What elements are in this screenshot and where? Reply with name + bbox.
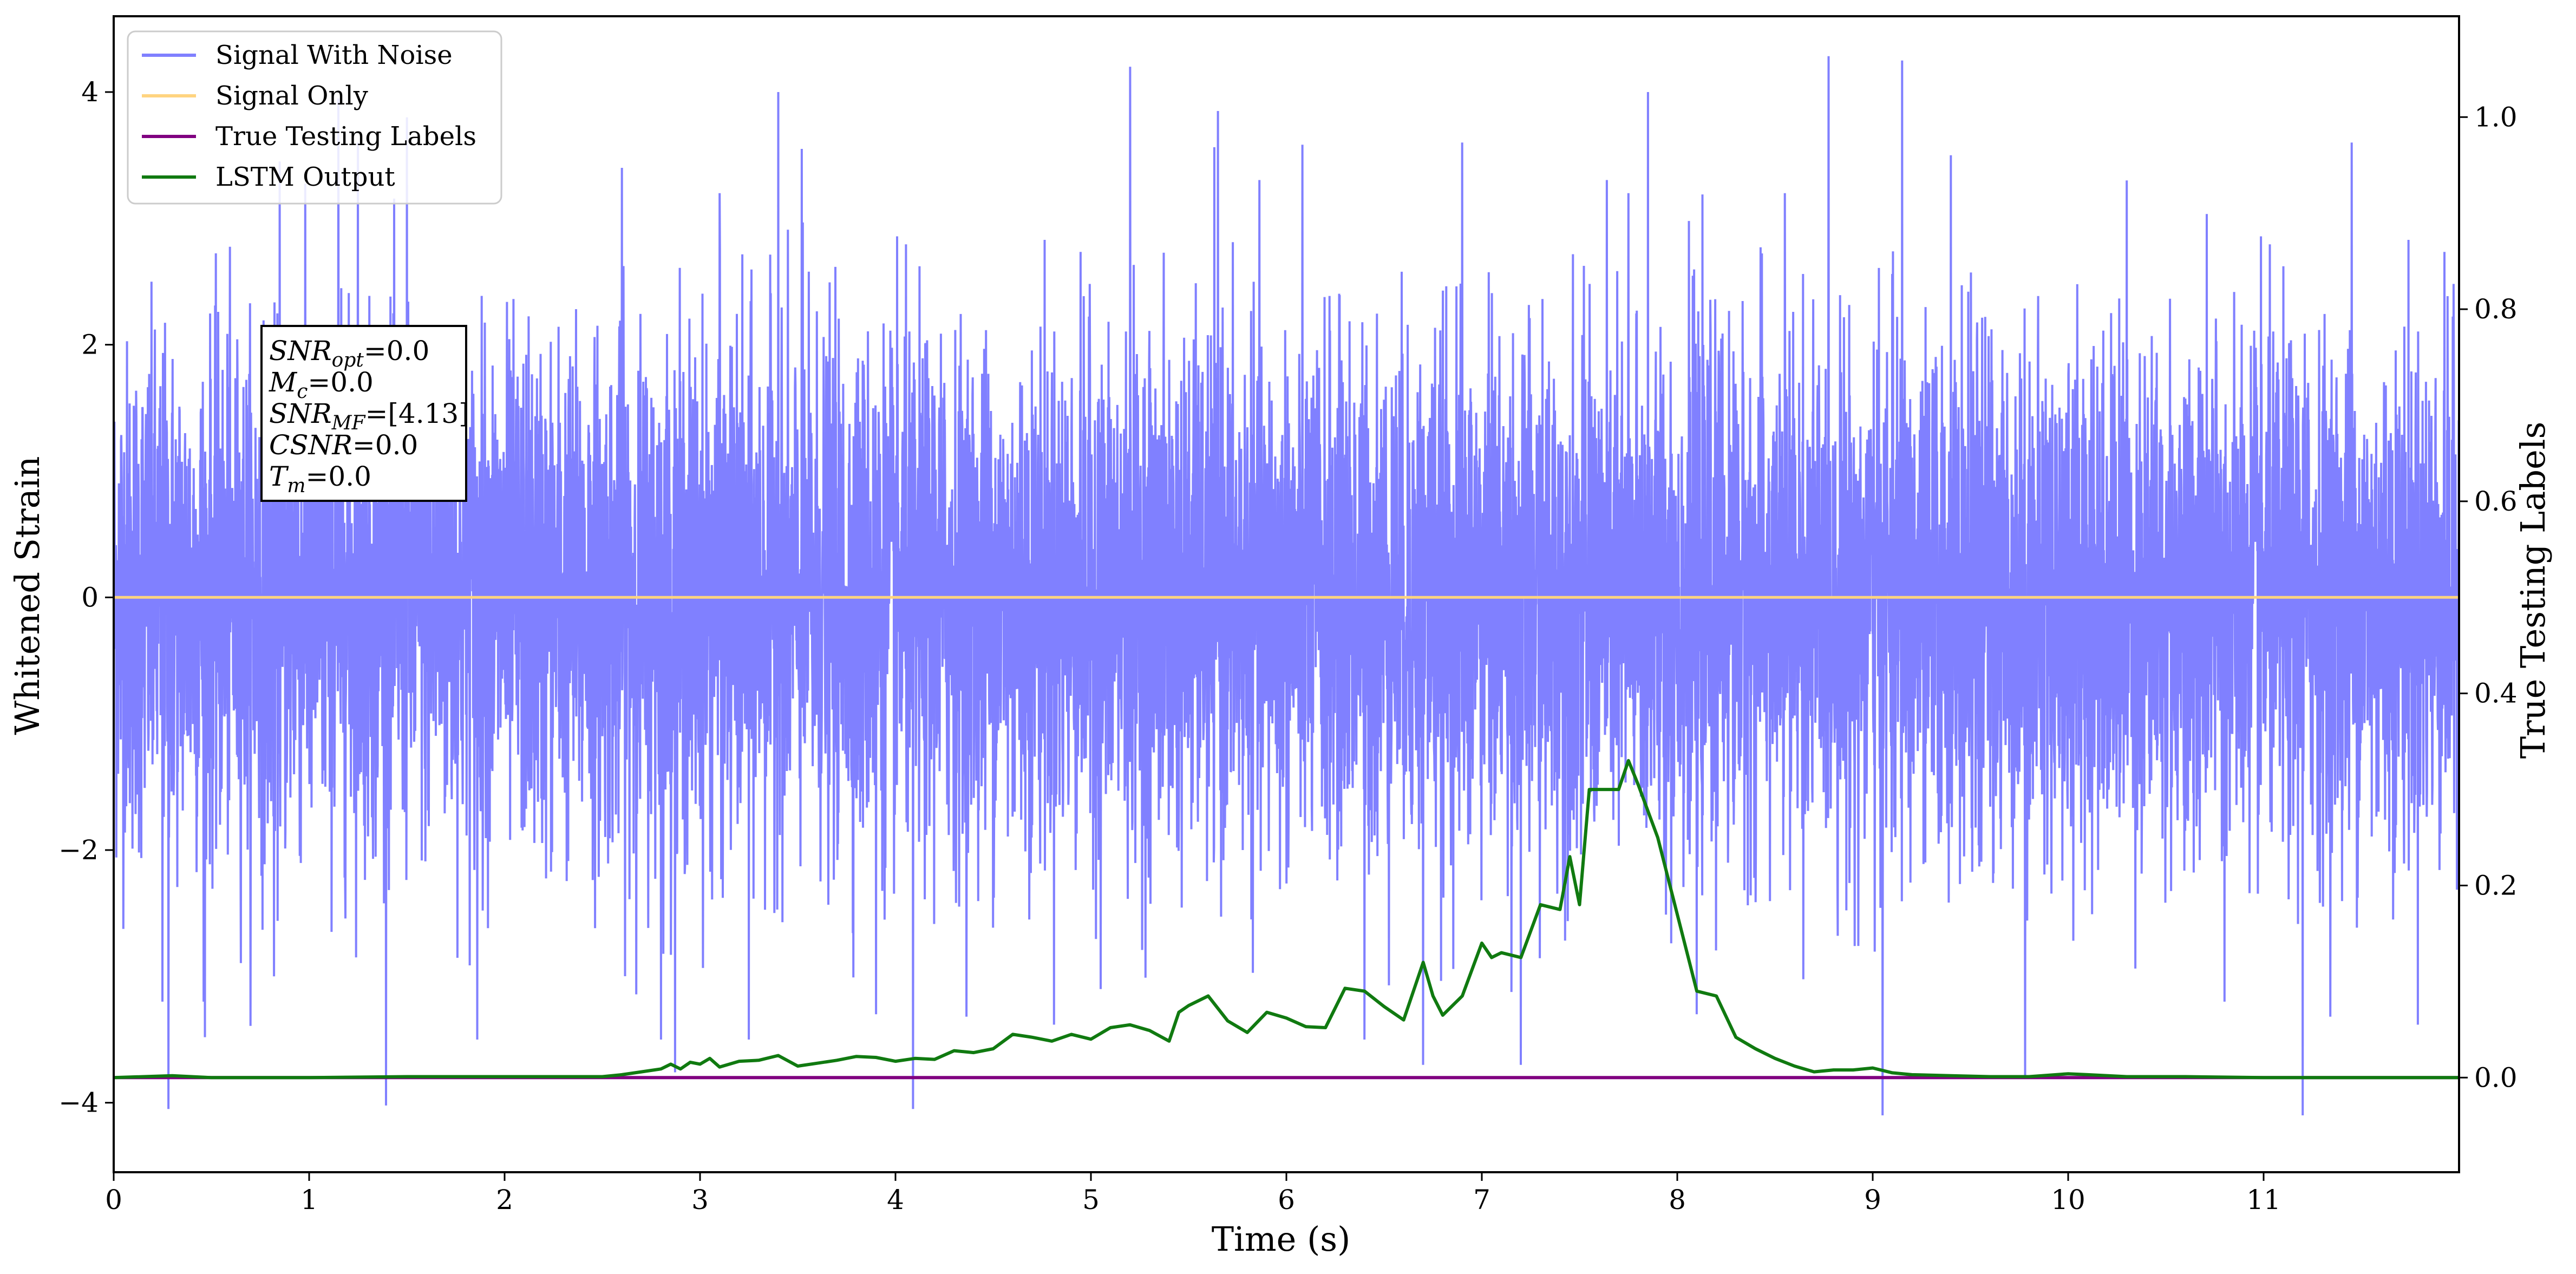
x-tick-label: 11	[2246, 1184, 2281, 1216]
y-tick-label: −4	[58, 1087, 99, 1119]
signal-with-noise-line	[114, 56, 2459, 1116]
legend-signal-with-noise-label: Signal With Noise	[215, 40, 453, 70]
y-tick-label: −2	[58, 834, 99, 866]
x-tick-label: 10	[2051, 1184, 2085, 1216]
x-tick-label: 5	[1082, 1184, 1100, 1216]
annotation-line: Tm=0.0	[269, 461, 371, 497]
legend: Signal With Noise Signal Only True Testing…	[127, 30, 502, 205]
x-tick-label: 3	[691, 1184, 709, 1216]
legend-signal-only-label: Signal Only	[215, 81, 368, 111]
x-tick-label: 0	[105, 1184, 122, 1216]
y2-tick-label: 1.0	[2474, 101, 2518, 133]
legend-box	[127, 30, 502, 205]
x-tick-label: 6	[1278, 1184, 1295, 1216]
y2-tick-label: 0.2	[2474, 870, 2518, 901]
annotation-line: CSNR=0.0	[269, 429, 418, 461]
legend-true-testing-labels-label: True Testing Labels	[215, 121, 476, 152]
annotation-line: SNRopt=0.0	[269, 335, 429, 371]
legend-lstm-output-label: LSTM Output	[215, 162, 395, 192]
x-tick-label: 2	[496, 1184, 513, 1216]
parameter-annotation: SNRopt=0.0Mc=0.0SNRMF=[4.13]CSNR=0.0Tm=0…	[260, 325, 469, 502]
annotation-box	[260, 325, 467, 502]
y2-tick-label: 0.0	[2474, 1062, 2518, 1093]
lstm-output-line	[114, 759, 2459, 1080]
y2-axis-label: True Testing Labels	[2513, 422, 2553, 759]
x-tick-label: 9	[1864, 1184, 1881, 1216]
x-axis-label: Time (s)	[1212, 1219, 1351, 1259]
x-tick-label: 1	[300, 1184, 318, 1216]
y2-tick-label: 0.6	[2474, 486, 2518, 517]
annotation-line: SNRMF=[4.13]	[269, 398, 469, 434]
annotation-line: Mc=0.0	[269, 367, 374, 403]
y2-tick-label: 0.8	[2474, 293, 2518, 325]
y-tick-label: 4	[81, 76, 99, 108]
y-axis-label: Whitened Strain	[8, 456, 47, 735]
x-axis: 0 1 2 3 4 5 6 7 8 9 10 11	[105, 1172, 2281, 1216]
y-axis-right: 0.0 0.2 0.4 0.6 0.8 1.0	[2459, 101, 2518, 1093]
y-tick-label: 0	[81, 582, 99, 613]
y-axis-left: −4 −2 0 2 4	[58, 76, 114, 1119]
signal-with-noise-series	[114, 56, 2459, 1116]
x-tick-label: 4	[887, 1184, 904, 1216]
y-tick-label: 2	[81, 329, 99, 361]
y2-tick-label: 0.4	[2474, 678, 2518, 709]
x-tick-label: 7	[1473, 1184, 1490, 1216]
x-tick-label: 8	[1669, 1184, 1686, 1216]
